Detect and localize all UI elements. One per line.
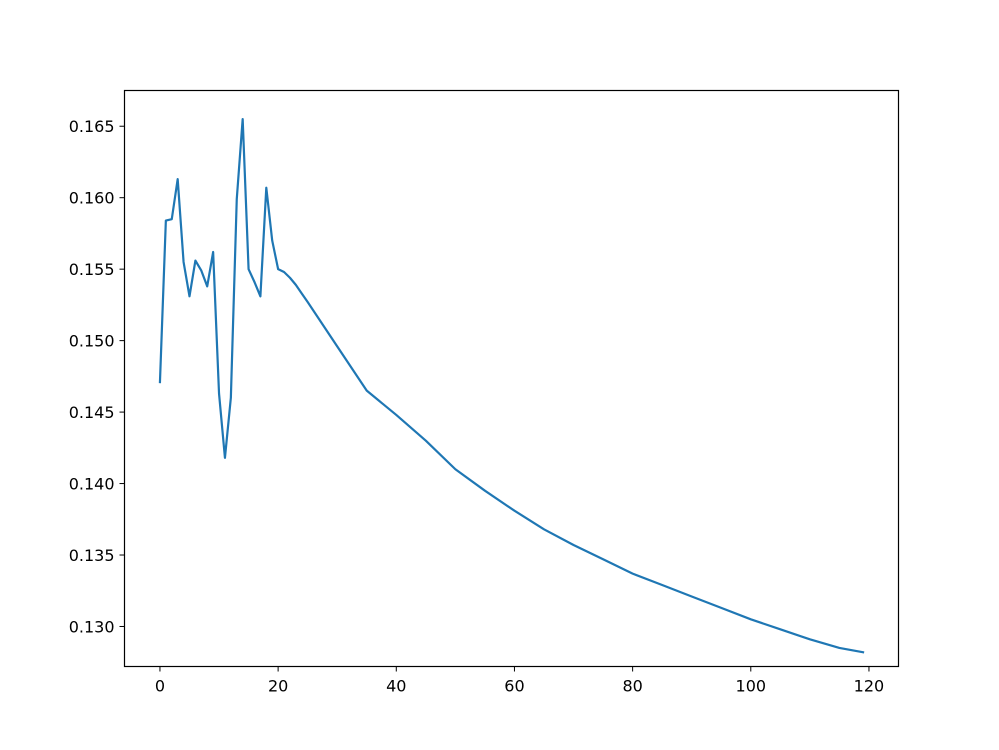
y-tick-label: 0.140: [69, 475, 115, 494]
plot-line-layer: [158, 117, 865, 654]
x-tick-label: 0: [155, 677, 165, 696]
plot-area-frame: [123, 89, 900, 668]
x-tick-label: 20: [268, 677, 288, 696]
y-tick-label: 0.130: [69, 617, 115, 636]
x-tick-label: 40: [386, 677, 406, 696]
x-tick-label: 100: [736, 677, 767, 696]
y-tick-label: 0.165: [69, 117, 115, 136]
y-tick-label: 0.135: [69, 546, 115, 565]
x-axis: 0 20 40 60 80 100 120: [155, 666, 885, 696]
x-tick-label: 60: [504, 677, 524, 696]
y-tick-label: 0.150: [69, 332, 115, 351]
y-tick-label: 0.155: [69, 260, 115, 279]
y-tick-label: 0.145: [69, 403, 115, 422]
x-tick-label: 80: [622, 677, 642, 696]
x-tick-label: 120: [854, 677, 885, 696]
y-tick-label: 0.160: [69, 189, 115, 208]
series-line-0: [158, 117, 865, 654]
y-axis: 0.130 0.135 0.140 0.145 0.150 0.155 0.160 0.165: [69, 117, 125, 636]
